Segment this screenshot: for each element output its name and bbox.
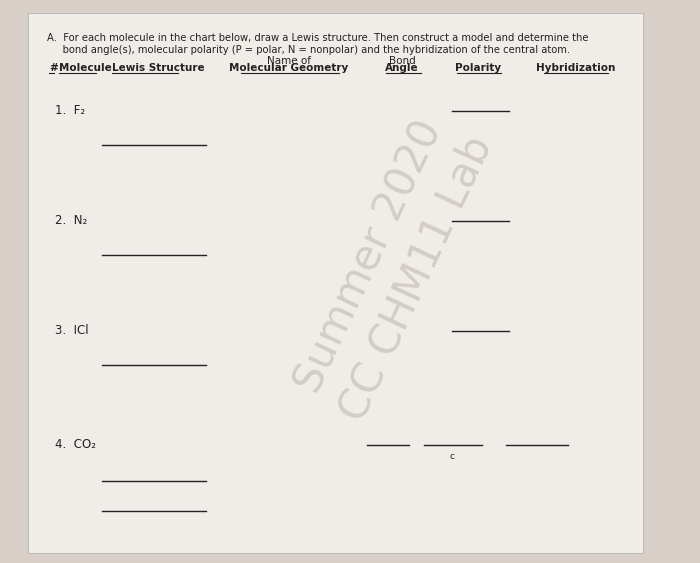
Text: Angle: Angle	[385, 63, 419, 73]
Text: Name of: Name of	[267, 56, 311, 66]
Text: 2.  N₂: 2. N₂	[55, 215, 87, 227]
Text: Polarity: Polarity	[455, 63, 500, 73]
Text: 3.  ICl: 3. ICl	[55, 324, 88, 337]
Text: Summer 2020
CC CHM11 Lab: Summer 2020 CC CHM11 Lab	[285, 108, 500, 428]
FancyBboxPatch shape	[29, 13, 643, 553]
Text: #: #	[49, 63, 58, 73]
Text: Hybridization: Hybridization	[536, 63, 615, 73]
Text: 1.  F₂: 1. F₂	[55, 105, 85, 118]
Text: bond angle(s), molecular polarity (P = polar, N = nonpolar) and the hybridizatio: bond angle(s), molecular polarity (P = p…	[48, 45, 570, 55]
Text: Molecular Geometry: Molecular Geometry	[229, 63, 348, 73]
Text: Molecule: Molecule	[59, 63, 111, 73]
Text: Lewis Structure: Lewis Structure	[111, 63, 204, 73]
Text: 4.  CO₂: 4. CO₂	[55, 439, 96, 452]
Text: c: c	[449, 452, 455, 461]
Text: Bond: Bond	[389, 56, 416, 66]
Text: A.  For each molecule in the chart below, draw a Lewis structure. Then construct: A. For each molecule in the chart below,…	[48, 33, 589, 43]
